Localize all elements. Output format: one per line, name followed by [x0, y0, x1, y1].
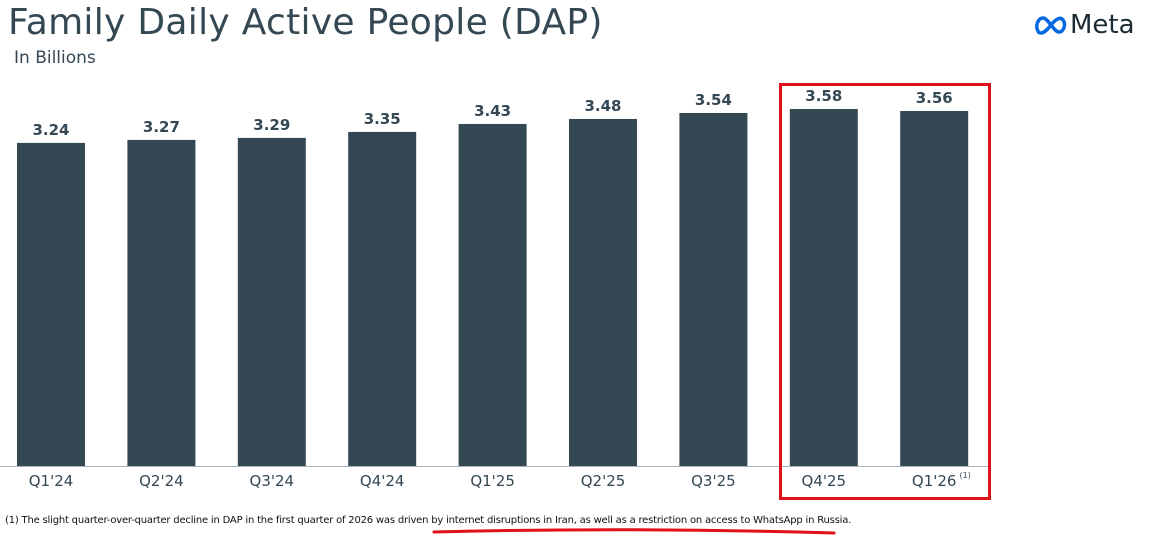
x-tick-label: Q3'25	[691, 472, 736, 490]
x-tick-label: Q2'25	[581, 472, 626, 490]
value-label: 3.43	[474, 102, 511, 120]
bar	[17, 142, 85, 466]
value-label: 3.27	[143, 118, 180, 136]
footnote-marker: (1)	[960, 471, 971, 480]
meta-logo: Meta	[1034, 10, 1135, 40]
bar	[900, 110, 969, 466]
value-label: 3.56	[916, 89, 953, 107]
logo-text: Meta	[1070, 10, 1135, 40]
bar	[679, 112, 748, 466]
value-label: 3.54	[695, 91, 732, 109]
bar	[569, 118, 637, 466]
x-tick-label: Q1'24	[29, 472, 74, 490]
footnote-highlight-text: by internet disruptions in Iran, as well…	[431, 515, 852, 526]
bar	[458, 123, 527, 466]
highlight-box	[779, 83, 991, 500]
x-tick-label: Q4'25	[802, 472, 847, 490]
chart-subtitle: In Billions	[14, 48, 96, 68]
x-tick-label: Q1'25	[470, 472, 515, 490]
value-label: 3.58	[805, 87, 842, 105]
x-tick-label: Q2'24	[139, 472, 184, 490]
footnote-text: (1) The slight quarter-over-quarter decl…	[5, 515, 432, 526]
bar	[127, 139, 196, 467]
bar	[348, 131, 417, 466]
bar	[789, 109, 858, 466]
bar	[237, 137, 306, 466]
value-label: 3.24	[32, 121, 69, 139]
x-tick-label: Q3'24	[250, 472, 295, 490]
value-label: 3.29	[253, 116, 290, 134]
footnote: (1) The slight quarter-over-quarter decl…	[5, 515, 851, 526]
meta-infinity-icon	[1035, 16, 1067, 35]
x-tick-label: Q1'26	[912, 472, 957, 490]
chart-title: Family Daily Active People (DAP)	[8, 2, 603, 43]
value-label: 3.35	[364, 110, 401, 128]
value-label: 3.48	[584, 97, 621, 115]
x-tick-label: Q4'24	[360, 472, 405, 490]
